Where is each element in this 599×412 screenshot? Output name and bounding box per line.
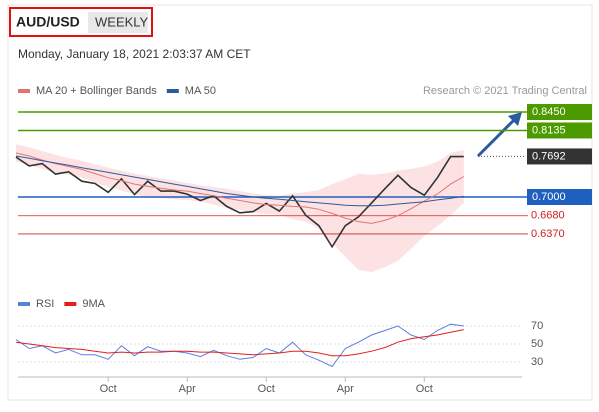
timeframe: WEEKLY [95, 14, 149, 29]
y-tick-label: 50 [531, 338, 543, 350]
bollinger-band [16, 144, 464, 272]
series-line [15, 155, 464, 207]
level-label: 0.8135 [532, 124, 566, 136]
level-label: 0.6680 [531, 210, 565, 222]
legend-label: 9MA [82, 298, 105, 310]
level-label: 0.6370 [531, 228, 565, 240]
x-tick-label: Oct [258, 383, 275, 395]
legend-swatch [64, 302, 77, 306]
y-tick-label: 30 [531, 356, 543, 368]
level-box [527, 148, 592, 165]
arrow [476, 115, 519, 158]
x-tick-label: Apr [179, 383, 196, 395]
legend-label: MA 50 [185, 85, 216, 97]
legend-swatch [166, 89, 179, 93]
legend-label: RSI [36, 298, 54, 310]
x-tick-label: Apr [337, 383, 354, 395]
level-label: 0.7000 [532, 191, 566, 203]
level-box [527, 104, 592, 121]
credit: Research © 2021 Trading Central [423, 85, 587, 97]
legend-swatch [18, 89, 30, 93]
level-box [527, 122, 592, 139]
level-label: 0.8450 [532, 106, 566, 118]
series-line [15, 323, 464, 368]
level-label: 0.7692 [532, 150, 566, 162]
timeframe-bg [88, 12, 148, 33]
series-line [15, 155, 464, 249]
legend-swatch [18, 302, 30, 306]
symbol: AUD/USD [16, 14, 80, 30]
arrow-head [508, 112, 522, 126]
y-tick-label: 70 [531, 320, 543, 332]
series-line [15, 152, 465, 224]
x-tick-label: Oct [416, 383, 433, 395]
x-tick-label: Oct [100, 383, 117, 395]
timestamp: Monday, January 18, 2021 2:03:37 AM CET [18, 47, 251, 61]
level-box [527, 188, 592, 205]
legend-label: MA 20 + Bollinger Bands [36, 85, 157, 97]
series-line [15, 329, 464, 357]
